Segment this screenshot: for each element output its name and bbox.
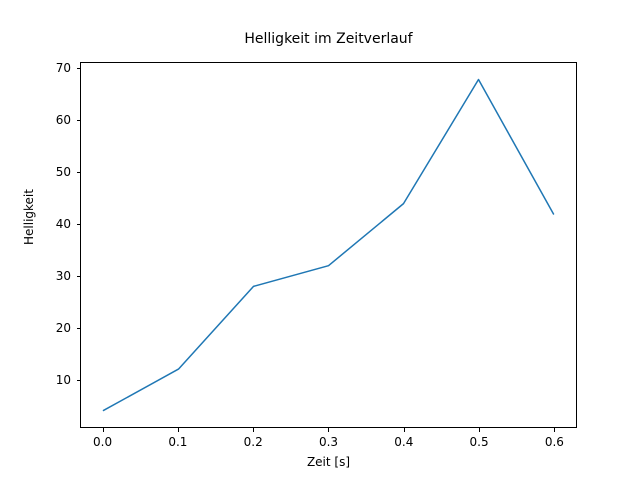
y-tick-label: 10 bbox=[55, 373, 71, 388]
x-tick-label: 0.2 bbox=[243, 435, 263, 449]
x-tick-label: 0.6 bbox=[544, 435, 564, 449]
x-tick-label: 0.5 bbox=[469, 435, 489, 449]
x-tick-label: 0.1 bbox=[168, 435, 188, 449]
x-axis-label: Zeit [s] bbox=[306, 455, 351, 469]
x-tick-mark bbox=[554, 428, 555, 432]
x-tick-label: 0.3 bbox=[318, 435, 339, 449]
y-tick-mark bbox=[76, 328, 80, 329]
x-tick-mark bbox=[328, 428, 329, 432]
y-tick-mark bbox=[76, 380, 80, 381]
plot-area bbox=[80, 62, 577, 428]
y-tick-label: 70 bbox=[55, 61, 71, 76]
y-tick-mark bbox=[76, 68, 80, 69]
x-tick-mark bbox=[404, 428, 405, 432]
y-tick-label: 50 bbox=[55, 165, 71, 180]
x-tick-mark bbox=[253, 428, 254, 432]
line-series-helligkeit bbox=[103, 80, 553, 411]
y-tick-label: 30 bbox=[55, 269, 71, 284]
y-tick-label: 20 bbox=[55, 321, 71, 336]
y-tick-mark bbox=[76, 276, 80, 277]
x-tick-mark bbox=[479, 428, 480, 432]
x-tick-mark bbox=[103, 428, 104, 432]
x-tick-label: 0.4 bbox=[394, 435, 414, 449]
y-tick-label: 40 bbox=[55, 217, 71, 232]
x-tick-label: 0.0 bbox=[93, 435, 113, 449]
y-tick-label: 60 bbox=[55, 113, 71, 128]
y-tick-mark bbox=[76, 224, 80, 225]
chart-title: Helligkeit im Zeitverlauf bbox=[244, 31, 413, 47]
y-axis-label: Helligkeit bbox=[22, 189, 36, 245]
y-tick-mark bbox=[76, 120, 80, 121]
y-tick-mark bbox=[76, 172, 80, 173]
line-series-svg bbox=[81, 63, 576, 427]
x-tick-mark bbox=[178, 428, 179, 432]
